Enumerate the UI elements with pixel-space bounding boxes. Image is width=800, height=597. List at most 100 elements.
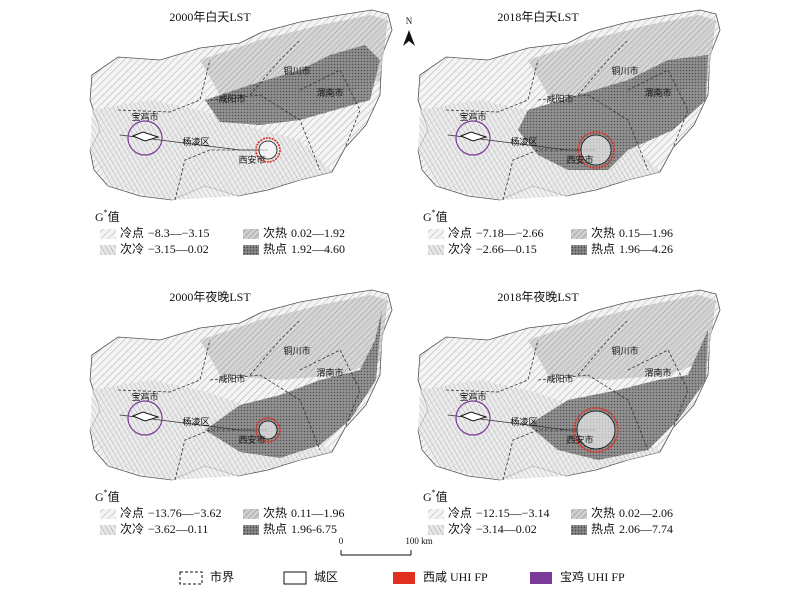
city-boundary	[209, 94, 321, 171]
legend-title: G*值	[95, 208, 120, 223]
baoji-urban	[459, 411, 488, 422]
legend-range: 0.15—1.96	[619, 226, 673, 240]
legend-swatch	[571, 525, 587, 535]
city-label: 宝鸡市	[459, 111, 486, 122]
legend-swatch	[100, 245, 116, 255]
city-boundary	[117, 59, 211, 113]
city-label: 渭南市	[316, 87, 343, 98]
legend-title-part: *	[432, 488, 436, 497]
north-label: N	[406, 16, 413, 26]
xixian-uhi-fp	[255, 417, 281, 443]
legend-title-part: G	[95, 210, 104, 224]
baoji-uhi-fp	[127, 400, 163, 436]
scale-start: 0	[339, 536, 344, 546]
city-boundary	[537, 374, 649, 451]
legend-title-part: *	[104, 208, 108, 217]
legend-class: 次热	[263, 506, 287, 520]
city-label: 咸阳市	[546, 373, 573, 384]
legend-title-part: 值	[108, 489, 120, 504]
region-hot	[528, 330, 708, 460]
legend-swatch	[428, 525, 444, 535]
city-label: 西安市	[238, 154, 265, 165]
city-boundary	[627, 349, 689, 429]
region-subhot	[200, 295, 388, 380]
legend-swatch	[571, 229, 587, 239]
city-boundary	[502, 429, 578, 481]
city-label: 咸阳市	[218, 373, 245, 384]
city-label: 咸阳市	[218, 93, 245, 104]
city-boundary	[117, 339, 211, 393]
city-label: 铜川市	[611, 345, 638, 356]
xixian-urban	[580, 134, 612, 166]
legend-class: 次冷	[120, 242, 144, 256]
city-boundary	[299, 349, 361, 429]
legend-label: 城区	[314, 570, 338, 584]
legend-class: 冷点	[448, 226, 472, 240]
city-boundary	[445, 339, 539, 393]
legend-range: −2.66—0.15	[476, 242, 537, 256]
legend-swatch	[100, 229, 116, 239]
city-label: 铜川市	[283, 65, 310, 76]
city-boundary	[174, 429, 250, 481]
legend-range: −7.18—−2.66	[476, 226, 544, 240]
legend-xixian	[393, 572, 415, 584]
legend-swatch	[428, 245, 444, 255]
legend-urban	[283, 571, 307, 585]
legend-label: 宝鸡 UHI FP	[560, 569, 625, 584]
legend-class: 次冷	[448, 242, 472, 256]
baoji-uhi-fp	[455, 120, 491, 156]
legend-class: 次热	[591, 506, 615, 520]
legend-swatch	[571, 245, 587, 255]
city-boundary	[502, 149, 578, 201]
city-label: 杨凌区	[182, 136, 209, 147]
legend-label: 西咸 UHI FP	[423, 570, 488, 584]
legend-class: 热点	[263, 242, 287, 256]
legend-title-part: *	[104, 488, 108, 497]
xixian-urban	[258, 140, 278, 160]
baoji-urban	[131, 411, 160, 422]
city-label: 宝鸡市	[459, 391, 486, 402]
north-arrow: N	[403, 16, 415, 46]
city-label: 西安市	[566, 154, 593, 165]
baoji-uhi-fp	[455, 400, 491, 436]
baoji-uhi-fp	[127, 120, 163, 156]
legend-class: 次冷	[448, 522, 472, 536]
city-boundary	[249, 319, 301, 376]
panel-title: 2018年白天LST	[497, 9, 579, 24]
legend-title-part: G	[423, 210, 432, 224]
legend-swatch	[243, 509, 259, 519]
city-label: 杨凌区	[510, 416, 537, 427]
xixian-urban	[576, 410, 616, 450]
region-hot	[518, 55, 708, 170]
legend-range: −3.62—0.11	[148, 522, 208, 536]
city-label: 西安市	[566, 434, 593, 445]
legend-range: 1.96—4.26	[619, 242, 673, 256]
legend-range: −3.15—0.02	[148, 242, 209, 256]
region-subcold	[90, 100, 332, 200]
city-label: 杨凌区	[510, 136, 537, 147]
legend-range: −3.14—0.02	[476, 522, 537, 536]
legend-range: 1.92—4.60	[291, 242, 345, 256]
legend-range: 0.02—2.06	[619, 506, 673, 520]
city-label: 宝鸡市	[131, 111, 158, 122]
baoji-urban	[459, 131, 488, 142]
legend-class: 次热	[263, 226, 287, 240]
legend-class: 热点	[591, 242, 615, 256]
city-boundary	[299, 69, 361, 149]
legend-swatch	[100, 525, 116, 535]
region-hot	[205, 45, 380, 125]
legend-swatch	[571, 509, 587, 519]
city-boundary	[577, 319, 629, 376]
legend-range: −8.3—−3.15	[148, 226, 210, 240]
legend-baoji	[530, 572, 552, 584]
legend-title-part: *	[432, 208, 436, 217]
legend-swatch	[243, 229, 259, 239]
legend-title: G*值	[95, 488, 120, 503]
baoji-urban	[131, 131, 160, 142]
xixian-urban	[258, 420, 278, 440]
region-subhot	[528, 295, 716, 380]
scale-end: 100 km	[405, 536, 432, 546]
